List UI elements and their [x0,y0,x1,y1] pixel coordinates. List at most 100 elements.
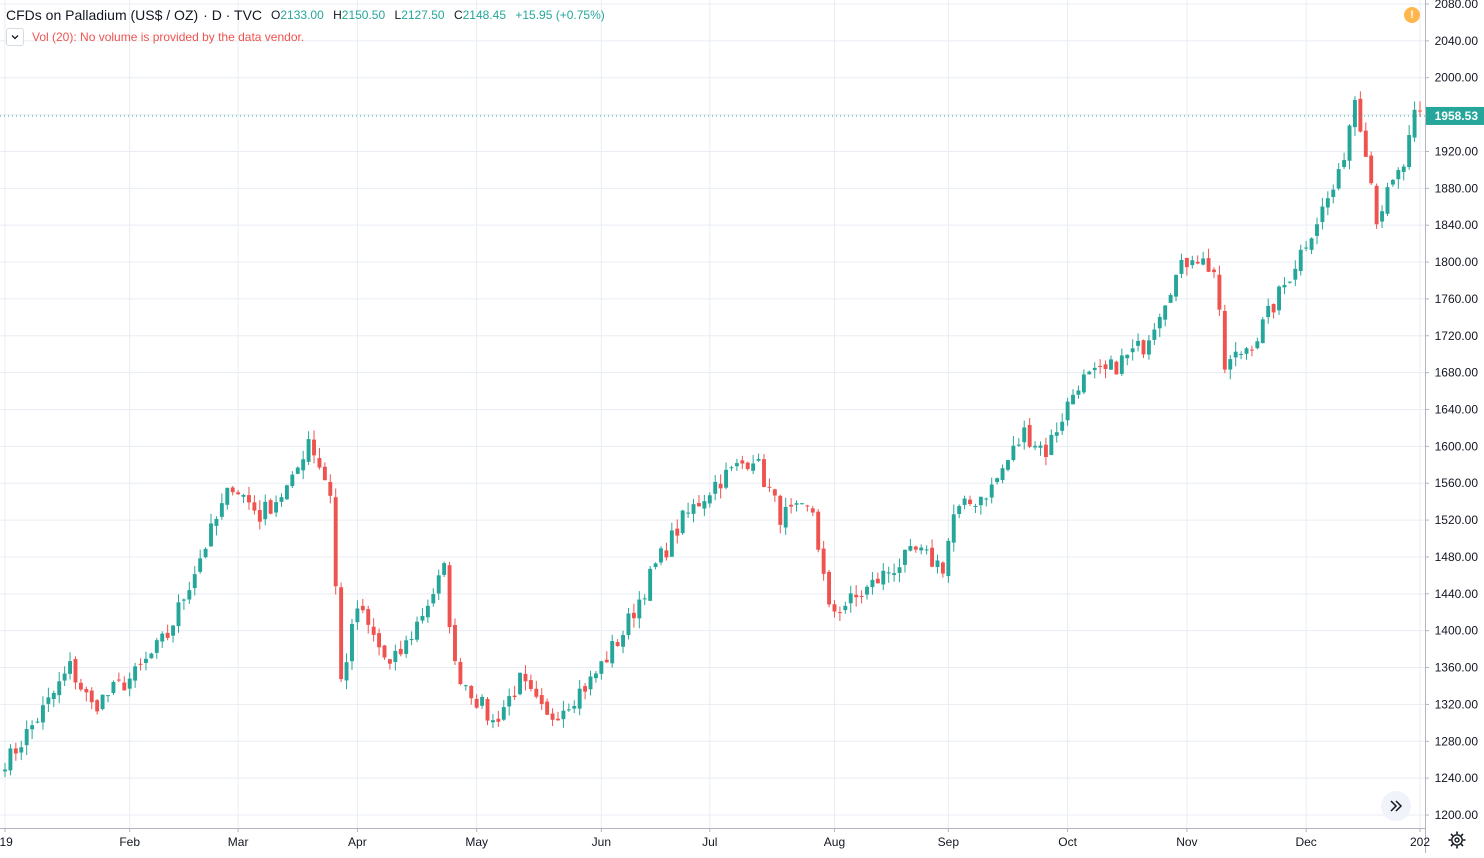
scroll-right-button[interactable] [1381,791,1411,821]
candle-body [111,682,116,693]
low-value: 2127.50 [401,8,445,22]
candle-body [420,615,425,621]
scroll-right-icon [1390,800,1403,812]
candle-body [637,599,642,619]
candle-body [810,508,815,513]
candle-body [24,728,29,746]
candle-body [805,505,810,507]
candle-body [604,659,609,663]
candle-body [1022,427,1027,443]
candle-body [1222,310,1227,370]
candle-body [306,439,311,462]
y-tick-label: 1800.00 [1435,255,1479,269]
candle-body [78,682,83,690]
candle-body [691,504,696,514]
candle-body [978,496,983,506]
y-tick-label: 1560.00 [1435,476,1479,490]
candle-body [1320,206,1325,222]
candle-body [973,506,978,508]
candle-body [713,481,718,494]
gear-icon [1448,831,1466,849]
candle-body [1060,421,1065,431]
candle-body [290,474,295,487]
candle-body [409,639,414,641]
candle-body [995,478,1000,483]
volume-note: Vol (20): No volume is provided by the d… [32,30,305,44]
candle-body [68,661,73,674]
y-tick-label: 1320.00 [1435,697,1479,711]
candle-body [1385,187,1390,214]
symbol-title[interactable]: CFDs on Palladium (US$ / OZ) [6,7,199,23]
x-tick-label: '19 [0,835,13,849]
candle-body [485,699,490,721]
candle-body [756,459,761,461]
candle-body [1000,468,1005,481]
candle-body [1201,258,1206,265]
candle-body [209,523,213,547]
y-tick-label: 1600.00 [1435,439,1479,453]
candle-body [404,640,409,654]
interval-label: · D · TVC [203,7,263,23]
time-axis-panel [0,828,1425,853]
x-tick-label: Nov [1176,835,1197,849]
candle-body [203,548,208,558]
candle-body [984,498,989,500]
candle-body [729,467,734,469]
y-tick-label: 1480.00 [1435,550,1479,564]
candle-body [762,459,766,488]
candle-body [875,578,880,584]
candle-body [474,698,479,708]
candle-body [1146,340,1151,355]
y-tick-label: 1200.00 [1435,808,1479,822]
candle-body [903,549,907,565]
candle-body [263,501,268,520]
candle-body [1412,109,1417,138]
candle-body [425,605,430,618]
candle-body [1298,249,1303,271]
candle-body [1184,257,1189,268]
candle-body [1087,371,1092,375]
candle-body [1336,169,1341,189]
collapse-legend-button[interactable] [6,28,24,46]
candle-body [127,678,132,689]
candle-body [1233,351,1238,358]
candle-body [1325,198,1330,208]
candle-body [40,705,45,723]
y-tick-label: 1360.00 [1435,661,1479,675]
candle-body [360,605,365,611]
candle-body [1006,460,1010,470]
candle-body [214,518,219,526]
candle-body [1342,160,1347,167]
candle-body [192,574,197,589]
candle-body [268,500,273,514]
y-tick-label: 1840.00 [1435,218,1479,232]
x-tick-label: Feb [119,835,140,849]
candle-body [284,485,289,500]
candle-body [1304,247,1309,249]
candle-body [252,502,257,511]
candle-body [1206,258,1211,272]
candle-body [398,648,403,655]
candle-body [989,484,994,498]
y-tick-label: 2080.00 [1435,0,1479,11]
candle-body [458,661,463,685]
candle-body [854,594,859,598]
candle-body [106,695,110,697]
candle-body [393,650,398,662]
settings-button[interactable] [1446,830,1468,852]
candle-body [382,645,387,658]
candle-body [848,593,853,604]
candle-body [1239,353,1244,355]
close-value: 2148.45 [462,8,506,22]
alert-icon[interactable]: ! [1404,7,1420,23]
candle-body [62,673,67,681]
candle-body [1130,348,1135,353]
candle-body [496,718,501,722]
candle-body [463,685,468,687]
candle-body [794,503,799,505]
candle-body [176,602,181,627]
x-tick-label: Apr [348,835,367,849]
candle-body [225,487,230,505]
